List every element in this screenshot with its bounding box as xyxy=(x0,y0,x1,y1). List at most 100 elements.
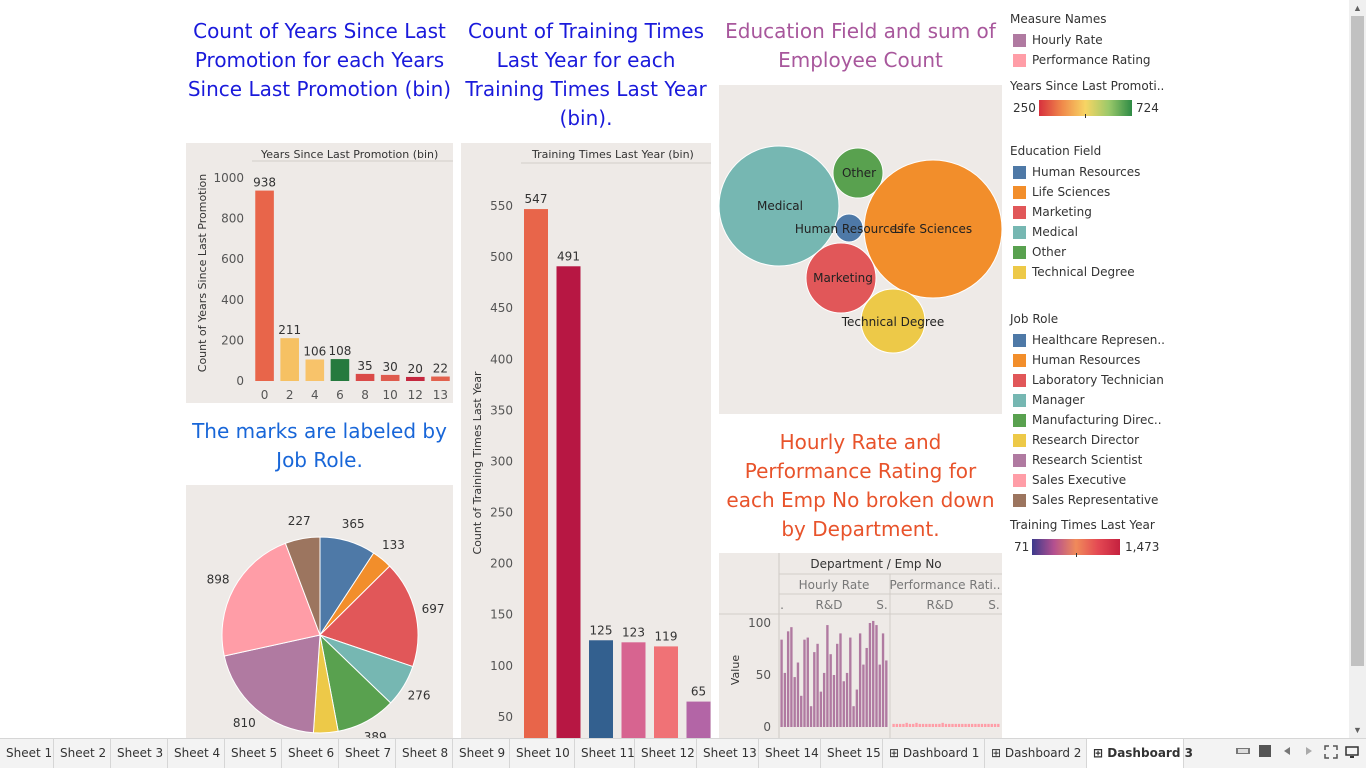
vertical-scrollbar[interactable]: ▲ ▼ xyxy=(1349,0,1366,738)
legend-item-laboratory-technician[interactable]: Laboratory Technician xyxy=(1013,372,1164,388)
tab-sheet-2[interactable]: Sheet 2 xyxy=(54,739,111,768)
scroll-up-icon[interactable]: ▲ xyxy=(1353,3,1362,13)
legend-swatch xyxy=(1013,205,1026,219)
promotion-bar-svg: Years Since Last Promotion (bin) Count of… xyxy=(196,148,453,402)
tab-dashboard-1[interactable]: ⊞ Dashboard 1 xyxy=(883,739,985,768)
legend-item-technical-degree[interactable]: Technical Degree xyxy=(1013,264,1135,280)
dashboard-icon: ⊞ xyxy=(1093,746,1108,760)
scrollbar-thumb[interactable] xyxy=(1351,16,1364,666)
training-times-legend-title: Training Times Last Year xyxy=(1010,518,1155,532)
legend-item-research-scientist[interactable]: Research Scientist xyxy=(1013,452,1142,468)
y-tick-label: 400 xyxy=(221,293,244,307)
tab-dashboard-2[interactable]: ⊞ Dashboard 2 xyxy=(985,739,1087,768)
hourly-bar xyxy=(826,625,829,727)
y-tick-label: 0 xyxy=(763,720,771,734)
legend-item-research-director[interactable]: Research Director xyxy=(1013,432,1139,448)
legend-item-human-resources[interactable]: Human Resources xyxy=(1013,164,1140,180)
x-tick-label: 4 xyxy=(311,388,319,402)
data-label: 35 xyxy=(357,359,372,373)
tab-sheet-14[interactable]: Sheet 14 xyxy=(759,739,821,768)
show-sheet-sorter-icon[interactable] xyxy=(1256,745,1274,761)
presentation-mode-icon[interactable] xyxy=(1322,745,1340,761)
tab-sheet-1[interactable]: Sheet 1 xyxy=(0,739,54,768)
performance-bar xyxy=(928,723,931,727)
legend-item-manufacturing-direc[interactable]: Manufacturing Direc.. xyxy=(1013,412,1162,428)
scroll-down-icon[interactable]: ▼ xyxy=(1353,725,1362,735)
data-label: 30 xyxy=(383,360,398,374)
tab-sheet-13[interactable]: Sheet 13 xyxy=(697,739,759,768)
y-tick-label: 200 xyxy=(221,333,244,347)
performance-bar xyxy=(977,723,980,727)
legend-swatch xyxy=(1013,373,1026,387)
legend-swatch xyxy=(1013,165,1026,179)
legend-item-performance-rating[interactable]: Performance Rating xyxy=(1013,52,1151,68)
education-bubble-chart[interactable]: Medical Other Human Resources Life Sciences… xyxy=(719,85,1002,414)
pie-label: 227 xyxy=(288,514,311,528)
tab-sheet-4[interactable]: Sheet 4 xyxy=(168,739,225,768)
hourly-performance-chart[interactable]: Department / Emp No Hourly Rate Performanc… xyxy=(719,553,1002,738)
legend-item-medical[interactable]: Medical xyxy=(1013,224,1078,240)
show-filmstrip-icon[interactable] xyxy=(1234,745,1252,761)
data-label: 125 xyxy=(590,623,613,637)
x-tick-label: 13 xyxy=(433,388,448,402)
legend-item-healthcare-represen[interactable]: Healthcare Represen.. xyxy=(1013,332,1165,348)
tab-sheet-5[interactable]: Sheet 5 xyxy=(225,739,282,768)
legend-item-other[interactable]: Other xyxy=(1013,244,1066,260)
legend-label: Human Resources xyxy=(1032,353,1141,367)
tab-dashboard-3[interactable]: ⊞ Dashboard 3 xyxy=(1087,739,1193,768)
tab-label: Sheet 11 xyxy=(581,746,635,760)
bar xyxy=(556,266,581,738)
job-role-legend-title: Job Role xyxy=(1010,312,1059,326)
training-times-legend-min: 71 xyxy=(1014,540,1030,554)
hourly-bar xyxy=(868,623,872,727)
legend-item-sales-executive[interactable]: Sales Executive xyxy=(1013,472,1126,488)
legend-label: Hourly Rate xyxy=(1032,33,1103,47)
bar xyxy=(330,359,350,381)
performance-bar xyxy=(905,722,908,727)
training-bar-chart[interactable]: Training Times Last Year (bin) Count of T… xyxy=(461,143,711,738)
department-header: R&D xyxy=(927,598,954,612)
tab-label: Sheet 12 xyxy=(641,746,695,760)
years-promotion-legend-max: 724 xyxy=(1136,101,1159,115)
tab-sheet-12[interactable]: Sheet 12 xyxy=(635,739,697,768)
legend-item-hourly-rate[interactable]: Hourly Rate xyxy=(1013,32,1103,48)
data-label: 65 xyxy=(691,685,706,699)
legend-item-human-resources[interactable]: Human Resources xyxy=(1013,352,1140,368)
legend-item-manager[interactable]: Manager xyxy=(1013,392,1085,408)
tab-sheet-6[interactable]: Sheet 6 xyxy=(282,739,339,768)
dashboard-icon: ⊞ xyxy=(991,746,1005,760)
legend-label: Laboratory Technician xyxy=(1032,373,1164,387)
hourly-chart-title: Hourly Rate and Performance Rating for e… xyxy=(726,430,995,541)
tab-sheet-11[interactable]: Sheet 11 xyxy=(575,739,635,768)
first-sheet-icon[interactable] xyxy=(1278,745,1296,761)
tab-sheet-8[interactable]: Sheet 8 xyxy=(396,739,453,768)
performance-bar xyxy=(918,723,921,727)
legend-item-life-sciences[interactable]: Life Sciences xyxy=(1013,184,1110,200)
education-field-legend-title: Education Field xyxy=(1010,144,1102,158)
promotion-bar-chart[interactable]: Years Since Last Promotion (bin) Count of… xyxy=(186,143,453,403)
legend-label: Manager xyxy=(1032,393,1085,407)
measure-names-legend-title: Measure Names xyxy=(1010,12,1107,26)
hourly-bar xyxy=(862,664,865,727)
tab-sheet-7[interactable]: Sheet 7 xyxy=(339,739,396,768)
next-sheet-icon[interactable] xyxy=(1300,745,1318,761)
hourly-performance-svg: Department / Emp No Hourly Rate Performanc… xyxy=(719,553,1002,738)
legend-swatch xyxy=(1013,33,1026,47)
tab-sheet-3[interactable]: Sheet 3 xyxy=(111,739,168,768)
data-label: 22 xyxy=(433,362,448,376)
device-preview-icon[interactable] xyxy=(1343,745,1361,761)
education-chart-title: Education Field and sum of Employee Coun… xyxy=(725,19,996,72)
legend-item-marketing[interactable]: Marketing xyxy=(1013,204,1092,220)
jobrole-pie-chart[interactable]: 365 133 697 276 389 810 898 227 xyxy=(186,485,453,738)
tab-sheet-10[interactable]: Sheet 10 xyxy=(510,739,575,768)
performance-bar xyxy=(970,723,974,727)
data-label: 547 xyxy=(525,192,548,206)
performance-bar xyxy=(948,723,951,727)
tab-sheet-15[interactable]: Sheet 15 xyxy=(821,739,883,768)
tab-sheet-9[interactable]: Sheet 9 xyxy=(453,739,510,768)
legend-item-sales-representative[interactable]: Sales Representative xyxy=(1013,492,1158,508)
y-axis-label: Count of Years Since Last Promotion xyxy=(196,174,209,373)
legend-label: Research Scientist xyxy=(1032,453,1143,467)
tab-label: Sheet 14 xyxy=(765,746,819,760)
hourly-bar xyxy=(800,695,803,727)
